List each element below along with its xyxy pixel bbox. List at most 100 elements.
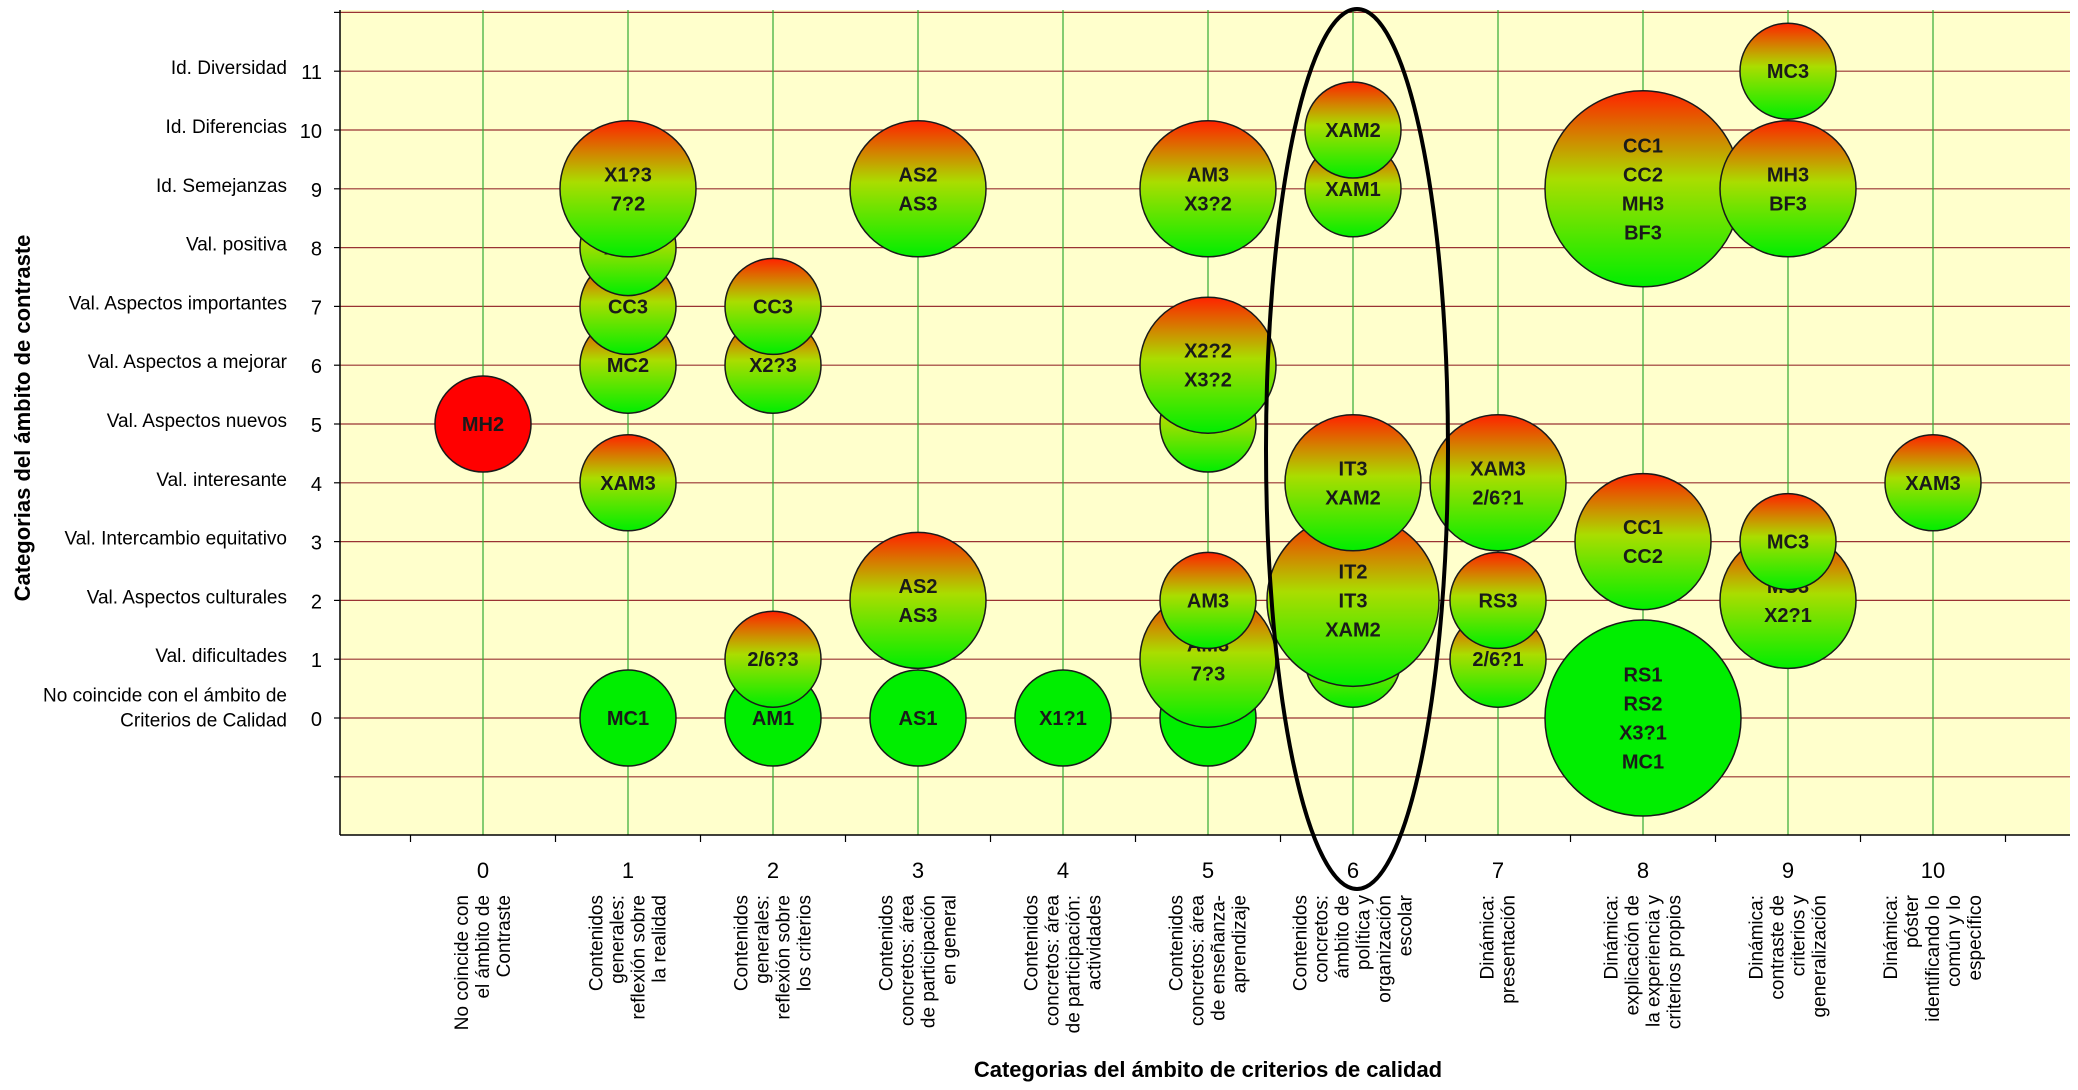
bubble-label: CC1 xyxy=(1623,517,1663,539)
bubble-circle xyxy=(434,375,532,473)
bubble: AM3 xyxy=(1159,551,1257,650)
bubble-label: XAM2 xyxy=(1325,487,1381,509)
x-tick-label: 1 xyxy=(622,858,634,883)
bubble-label: CC3 xyxy=(608,296,648,318)
y-category-label: Val. Aspectos culturales xyxy=(87,587,287,608)
bubble-label: AM3 xyxy=(1187,164,1229,186)
bubble-label: X1?1 xyxy=(1039,708,1087,730)
y-tick-label: 9 xyxy=(311,180,322,202)
x-category-label: actividades xyxy=(1085,895,1106,990)
bubble-label: AM1 xyxy=(752,708,794,730)
x-category-label: la realidad xyxy=(650,895,671,983)
bubble-label: X2?3 xyxy=(749,355,797,377)
bubble: MH2 xyxy=(434,375,532,473)
y-tick-label: 1 xyxy=(311,650,322,672)
x-category-label: aprendizaje xyxy=(1230,895,1251,993)
x-category-label: la experiencia y xyxy=(1644,895,1665,1028)
bubble-label: MC1 xyxy=(1622,752,1664,774)
bubble: X1?3 7?2 xyxy=(559,120,697,258)
bubble: RS1 RS2 X3?1 MC1 xyxy=(1544,619,1742,817)
bubble-circle xyxy=(1739,22,1837,120)
bubble-label: AS2 xyxy=(899,576,938,598)
x-tick-label: 8 xyxy=(1637,858,1649,883)
x-tick-label: 6 xyxy=(1347,858,1359,883)
y-tick-label: 7 xyxy=(311,297,322,319)
bubble-label: AS1 xyxy=(899,708,938,730)
bubble: AM3 X3?2 xyxy=(1139,120,1277,258)
bubble-label: CC2 xyxy=(1623,164,1663,186)
bubble-label: XAM3 xyxy=(1905,473,1961,495)
x-category-label: Contenidos xyxy=(1291,895,1312,991)
x-axis-title: Categorias del ámbito de criterios de ca… xyxy=(974,1057,1442,1082)
bubble: MC3 xyxy=(1739,492,1837,591)
x-category-label: Contenidos xyxy=(587,895,608,991)
bubble: MC3 xyxy=(1739,22,1837,120)
x-category-label: de participación xyxy=(919,895,940,1028)
bubble-label: RS2 xyxy=(1624,694,1663,716)
bubble-label: MC3 xyxy=(1767,61,1809,83)
bubble-circle xyxy=(1884,434,1982,532)
x-category-label: los criterios xyxy=(795,895,816,991)
x-category-label: No coincide con xyxy=(452,895,473,1030)
bubble-label: MH3 xyxy=(1622,193,1664,215)
bubble-label: XAM2 xyxy=(1325,120,1381,142)
bubble-circle xyxy=(1139,120,1277,258)
bubble-label: X1?3 xyxy=(604,164,652,186)
y-axis-title: Categorias del ámbito de contraste xyxy=(10,235,35,602)
bubble-label: X3?2 xyxy=(1184,193,1232,215)
bubble-circle xyxy=(579,669,677,767)
x-category-label: política y xyxy=(1354,895,1375,970)
x-category-label: en general xyxy=(940,895,961,985)
bubble-label: 7?3 xyxy=(1191,664,1225,686)
y-tick-label: 10 xyxy=(300,121,322,143)
bubble-label: IT2 xyxy=(1339,561,1368,583)
y-category-label: Val. interesante xyxy=(156,470,287,491)
y-category-label: Val. Aspectos importantes xyxy=(69,293,287,314)
x-category-label: generalización xyxy=(1810,895,1831,1018)
bubble-circle xyxy=(724,610,822,708)
bubble-circle xyxy=(579,434,677,532)
bubble-circle xyxy=(1139,296,1277,434)
bubble-circle xyxy=(559,120,697,258)
x-category-label: el ámbito de xyxy=(473,895,494,999)
bubble-label: X3?1 xyxy=(1619,723,1667,745)
x-category-label: concretos: área xyxy=(898,895,919,1026)
y-tick-label: 6 xyxy=(311,356,322,378)
bubble-circle xyxy=(1544,90,1742,288)
x-category-label: Dinámica: xyxy=(1747,895,1768,979)
bubble-label: RS1 xyxy=(1624,665,1663,687)
bubble-label: MC3 xyxy=(1767,532,1809,554)
x-category-label: póster xyxy=(1902,894,1923,947)
x-category-label: Dinámica: xyxy=(1478,895,1499,979)
bubble: CC1 CC2 MH3 BF3 xyxy=(1544,90,1742,288)
x-tick-label: 7 xyxy=(1492,858,1504,883)
bubble-label: AM3 xyxy=(1187,590,1229,612)
x-category-label: escolar xyxy=(1396,894,1417,956)
axes xyxy=(334,10,2070,842)
bubble-label: MC2 xyxy=(607,355,649,377)
y-category-label: No coincide con el ámbito de xyxy=(43,686,287,707)
bubble-circle xyxy=(1159,551,1257,650)
bubble-label: X2?2 xyxy=(1184,341,1232,363)
y-tick-label: 3 xyxy=(311,533,322,555)
bubble: IT2 IT3 XAM2 xyxy=(1266,513,1440,688)
x-category-label: Dinámica: xyxy=(1602,895,1623,979)
bubble-label: XAM1 xyxy=(1325,179,1381,201)
bubble-circle xyxy=(1449,551,1547,650)
x-category-label: Contraste xyxy=(494,895,515,977)
x-category-label: específico xyxy=(1965,895,1986,981)
highlight-ellipse-shape xyxy=(1264,7,1450,891)
y-category-label: Id. Diversidad xyxy=(171,58,287,79)
bubble: CC3 xyxy=(724,257,822,356)
y-tick-label: 0 xyxy=(311,709,322,731)
x-category-label: explicación de xyxy=(1623,895,1644,1015)
y-category-label: Val. Aspectos a mejorar xyxy=(88,352,288,373)
bubble-label: CC2 xyxy=(1623,546,1663,568)
x-tick-label: 4 xyxy=(1057,858,1069,883)
y-category-label: Val. positiva xyxy=(186,235,287,256)
